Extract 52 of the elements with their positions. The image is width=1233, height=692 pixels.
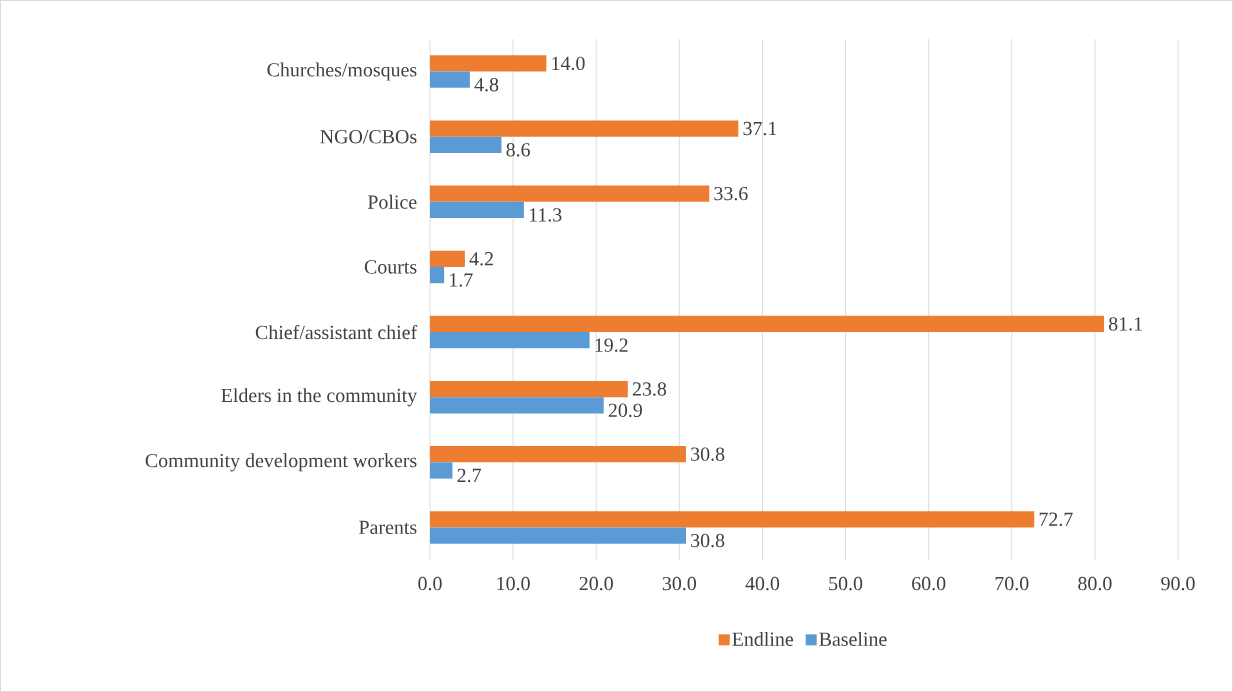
x-tick-label: 0.0	[418, 576, 442, 591]
data-label: 20.9	[608, 403, 642, 418]
y-tick-label: Chief/assistant chief	[255, 324, 418, 340]
x-tick-label: 10.0	[497, 576, 530, 591]
data-label: 72.7	[1039, 512, 1073, 527]
bar	[430, 462, 453, 479]
x-tick-label: 40.0	[745, 576, 780, 591]
y-tick-label: Churches/mosques	[267, 62, 417, 81]
data-label: 30.8	[691, 533, 725, 548]
legend-label: Endline	[732, 631, 794, 646]
bar	[430, 380, 628, 398]
bar	[430, 266, 445, 284]
data-label: 30.8	[691, 447, 725, 461]
bar	[430, 250, 465, 267]
data-label: 23.8	[632, 382, 667, 396]
bar	[430, 201, 524, 219]
x-tick-label: 70.0	[995, 576, 1029, 591]
data-label: 11.3	[529, 208, 562, 222]
data-label: 1.7	[450, 273, 473, 287]
legend-label: Baseline	[819, 631, 887, 646]
y-tick-label: Courts	[364, 260, 417, 274]
x-tick-label: 30.0	[662, 576, 697, 591]
bar	[430, 136, 502, 153]
bar	[430, 527, 686, 544]
data-label: 2.7	[457, 468, 481, 483]
data-label: 19.2	[595, 338, 628, 352]
x-tick-label: 20.0	[579, 576, 613, 591]
data-label: 4.2	[469, 252, 493, 266]
data-label: 37.1	[743, 121, 777, 136]
data-label: 8.6	[506, 143, 530, 157]
bar	[430, 120, 739, 137]
x-tick-label: 80.0	[1078, 576, 1112, 591]
y-tick-label: Parents	[359, 520, 417, 535]
bar	[430, 446, 686, 463]
y-tick-label: NGO/CBOs	[320, 130, 417, 144]
bar	[430, 71, 470, 88]
bar	[430, 315, 1105, 333]
bar	[430, 332, 590, 349]
data-label: 4.8	[474, 77, 499, 92]
y-tick-label: Police	[367, 194, 417, 209]
bar	[430, 55, 547, 72]
x-tick-label: 60.0	[912, 576, 946, 591]
data-label: 14.0	[552, 56, 585, 71]
data-label: 81.1	[1108, 317, 1142, 331]
bar	[430, 511, 1035, 528]
x-tick-label: 90.0	[1161, 576, 1195, 591]
bar	[430, 185, 710, 202]
x-tick-label: 50.0	[829, 576, 863, 591]
data-label: 33.6	[714, 186, 748, 201]
bar	[430, 397, 604, 414]
y-tick-label: Elders in the community	[221, 388, 418, 407]
y-tick-label: Community development workers	[145, 453, 417, 472]
